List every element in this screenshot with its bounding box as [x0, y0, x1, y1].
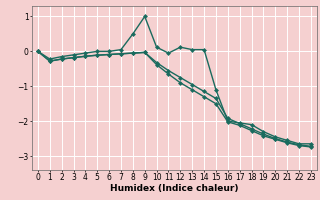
- X-axis label: Humidex (Indice chaleur): Humidex (Indice chaleur): [110, 184, 239, 193]
